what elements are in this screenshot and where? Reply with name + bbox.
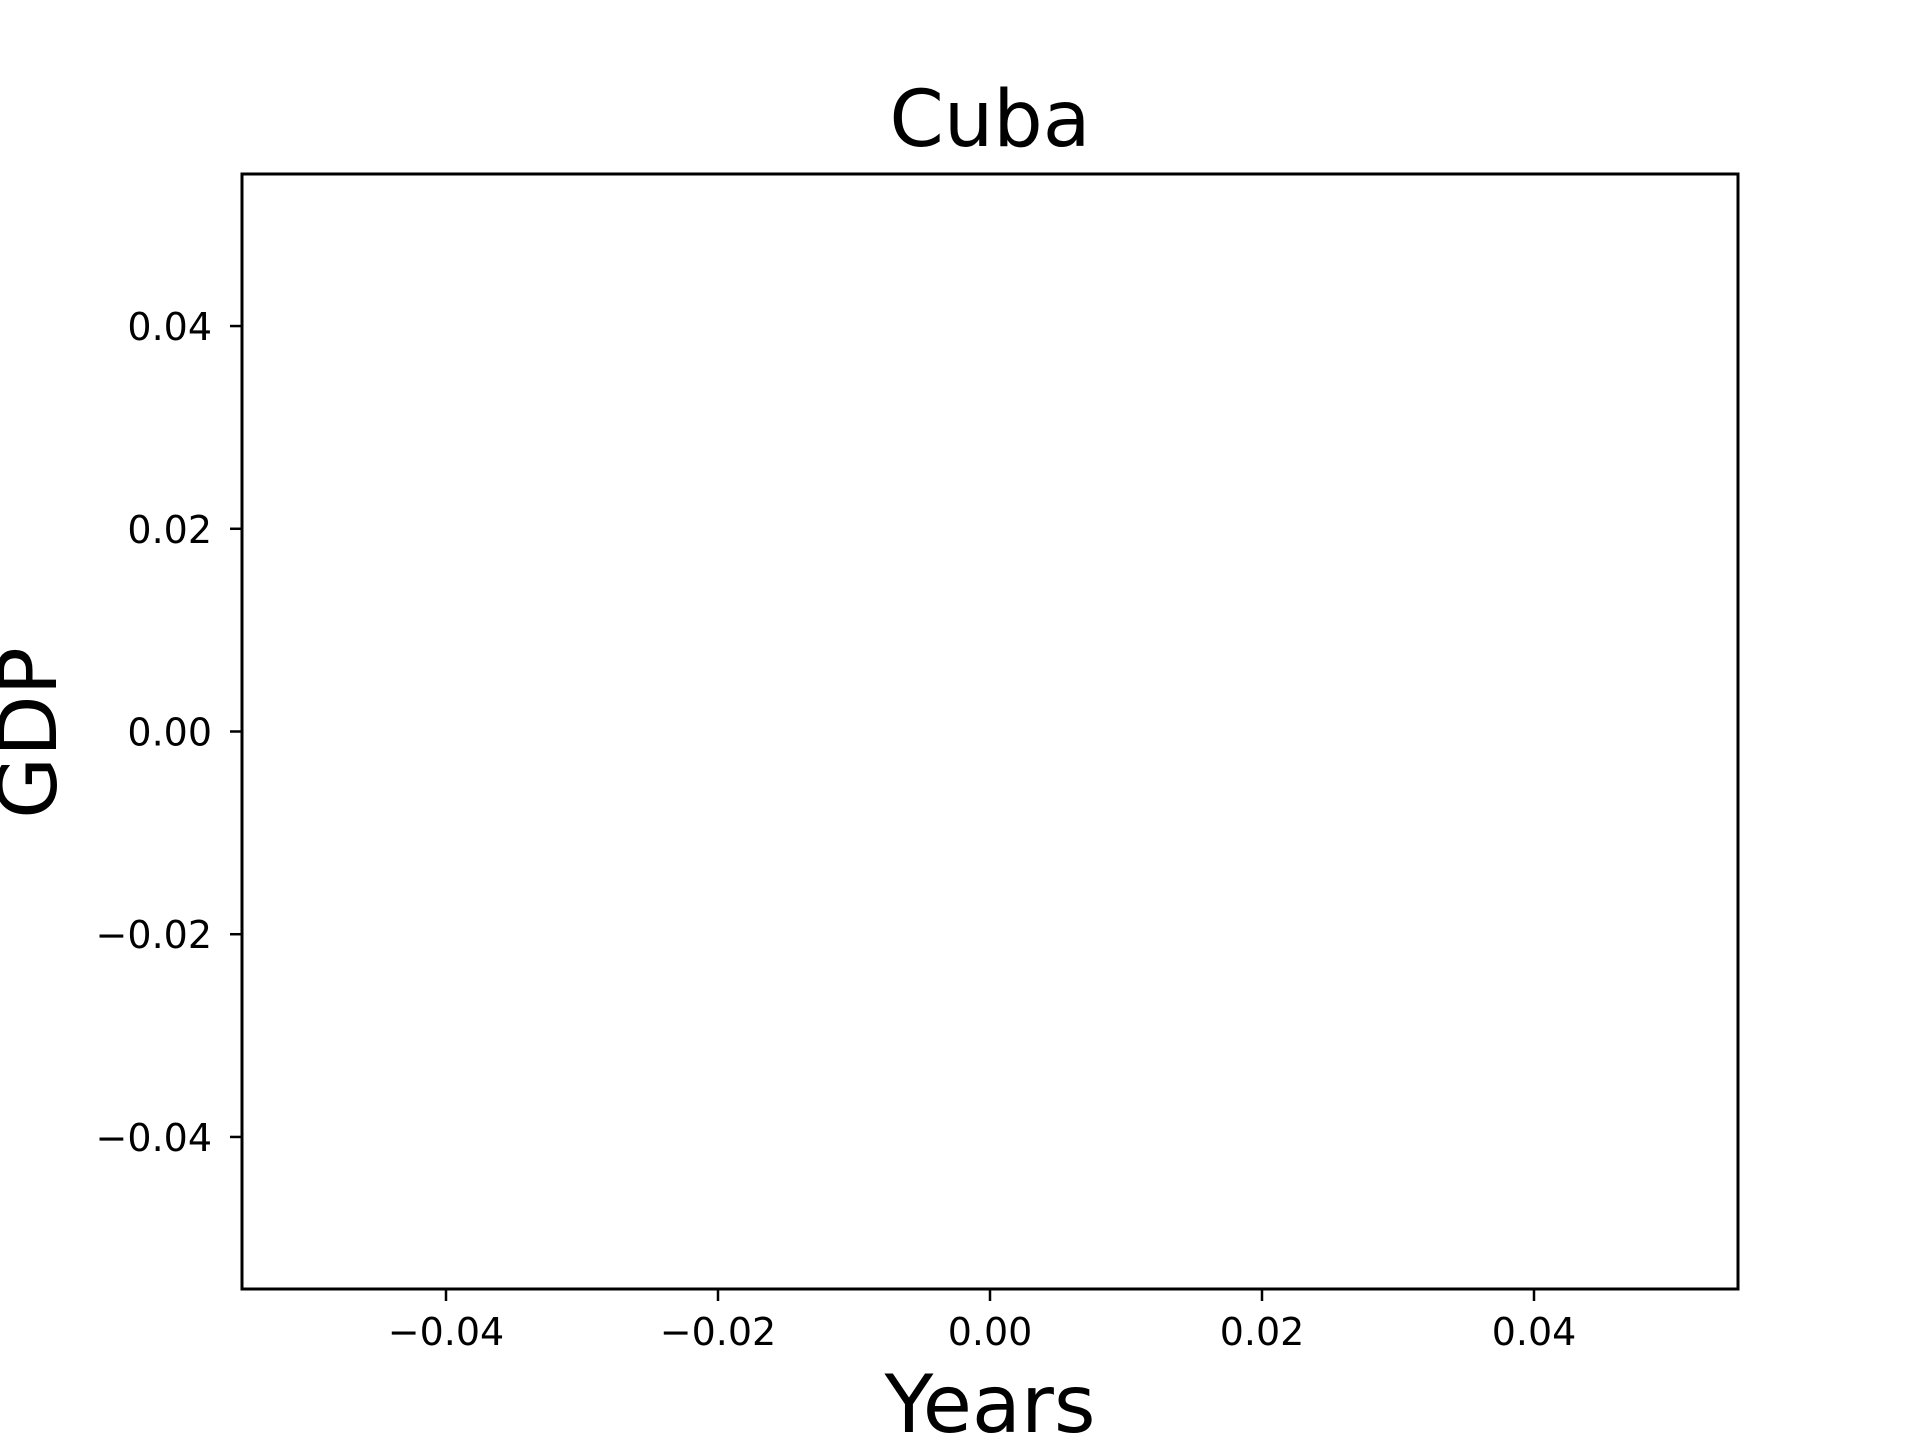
y-tick-label: 0.00 xyxy=(127,711,212,755)
chart-title: Cuba xyxy=(889,75,1090,165)
x-tick-label: 0.04 xyxy=(1492,1310,1577,1354)
x-axis-label: Years xyxy=(883,1358,1095,1440)
x-tick-label: −0.04 xyxy=(388,1310,504,1354)
x-tick-label: −0.02 xyxy=(660,1310,776,1354)
x-tick-label: 0.00 xyxy=(948,1310,1033,1354)
y-axis-label: GDP xyxy=(0,647,75,819)
x-tick-label: 0.02 xyxy=(1220,1310,1305,1354)
y-tick-label: 0.04 xyxy=(127,305,212,349)
y-tick-label: 0.02 xyxy=(127,508,212,552)
y-tick-label: −0.04 xyxy=(96,1116,212,1160)
y-tick-label: −0.02 xyxy=(96,913,212,957)
ticks-layer: −0.04 −0.02 0.00 0.02 0.04 −0.04 −0.02 0.00 0.02… xyxy=(96,305,1577,1354)
plot-area-frame xyxy=(240,172,1740,1291)
